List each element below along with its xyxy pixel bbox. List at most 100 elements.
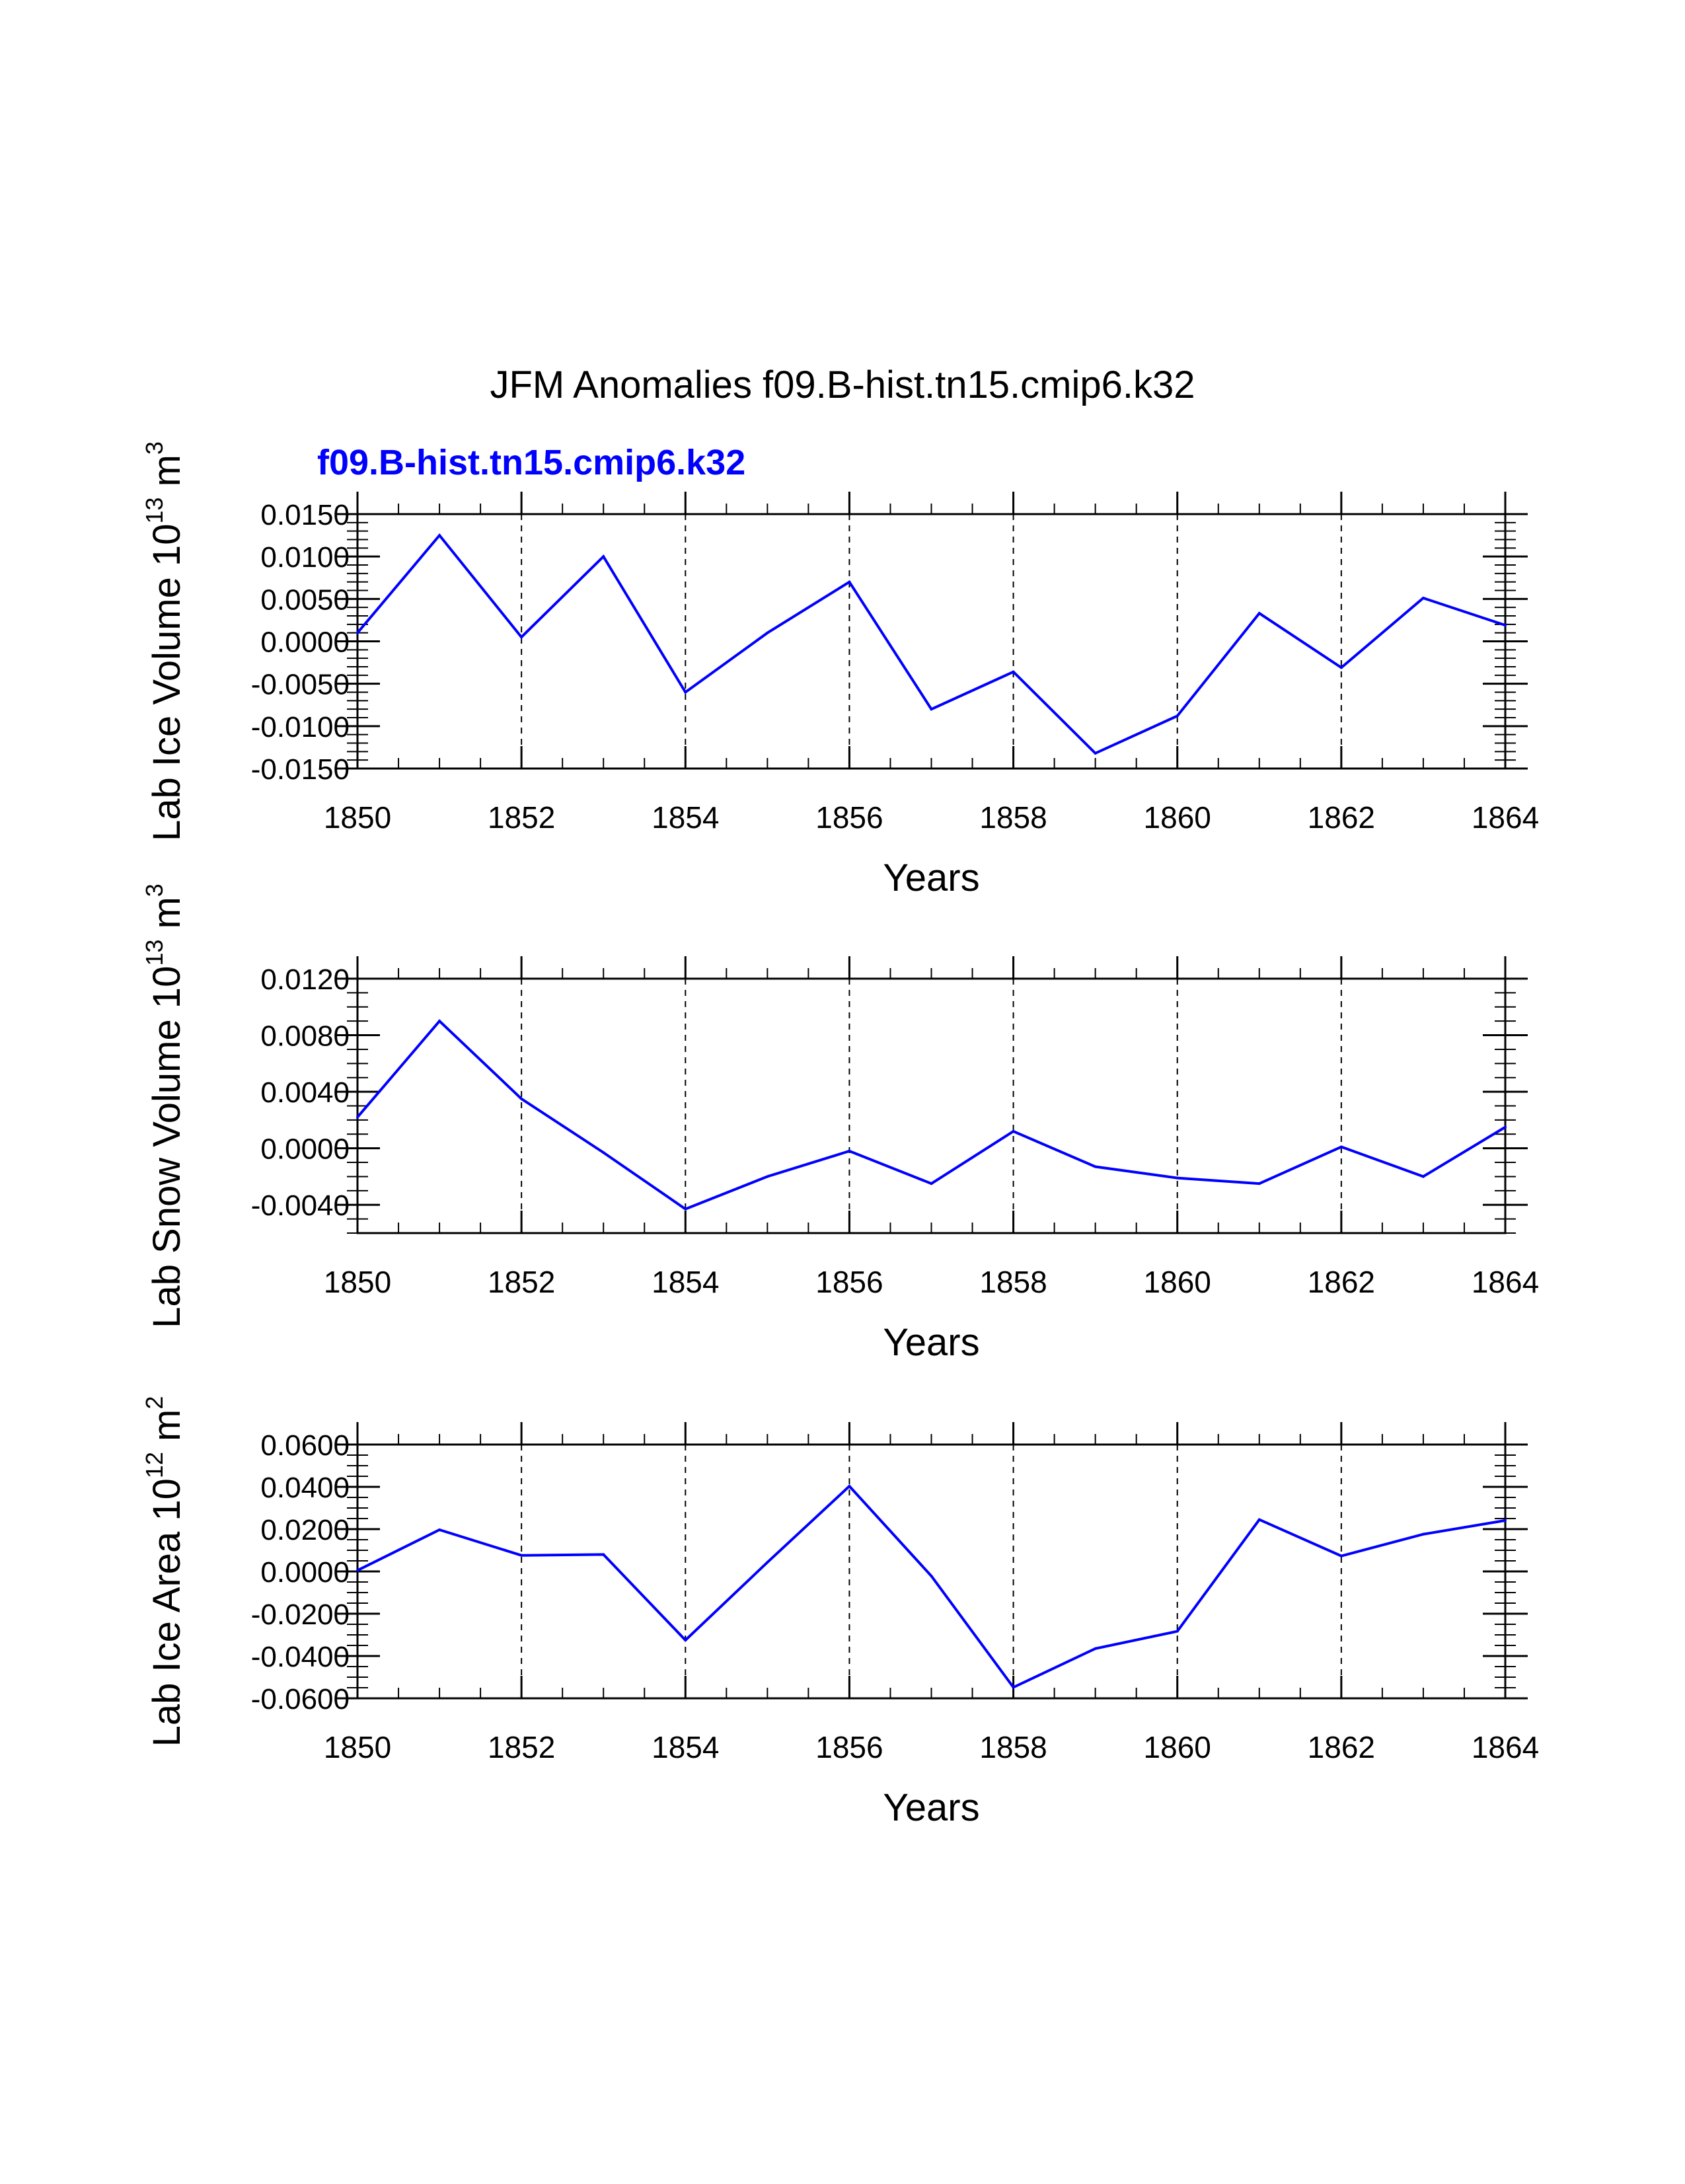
y-axis-label-unit: m: [145, 455, 188, 497]
data-point-1855: [766, 631, 769, 634]
y-tick-label: 0.0000: [260, 1556, 350, 1589]
data-point-1861: [1257, 612, 1261, 615]
series-line: [356, 533, 1506, 755]
y-axis-label-exponent: 13: [141, 497, 168, 523]
y-tick-label: 0.0120: [260, 963, 350, 996]
data-point-1864: [1504, 1519, 1507, 1522]
x-tick-label: 1854: [652, 1730, 719, 1764]
y-axis-label: Lab Snow Volume 1013 m3: [141, 884, 188, 1328]
y-axis-label-unit-exponent: 3: [141, 441, 168, 455]
plot-frame: [356, 1443, 1507, 1700]
data-point-1854: [684, 1639, 687, 1641]
data-point-1861: [1257, 1182, 1261, 1186]
data-point-1852: [520, 1097, 523, 1100]
data-point-1852: [520, 1554, 523, 1557]
data-point-1851: [438, 534, 441, 537]
y-tick-label: -0.0600: [251, 1683, 350, 1715]
x-tick-label: 1862: [1308, 1265, 1375, 1299]
y-tick-label: 0.0050: [260, 584, 350, 616]
x-axis-label: Years: [883, 856, 979, 899]
panel-lab-ice-volume: 1850 1852 1854 1856 1858 1860 1862 1864 Years -0.…: [141, 441, 1539, 899]
x-tick-label: 1852: [488, 1265, 555, 1299]
data-point-1853: [602, 555, 605, 558]
x-tick-label: 1856: [815, 1265, 883, 1299]
data-point-1856: [848, 580, 851, 584]
data-point-1864: [1504, 1125, 1507, 1129]
data-point-1853: [602, 1553, 605, 1556]
y-axis-label-unit: m: [145, 1410, 188, 1452]
y-axis-label: Lab Ice Area 1012 m2: [141, 1396, 188, 1747]
x-tick-label: 1854: [652, 1265, 719, 1299]
data-point-1863: [1421, 1175, 1425, 1178]
y-axis-label-text: Lab Ice Area 10: [145, 1478, 188, 1747]
data-point-1861: [1257, 1518, 1261, 1521]
x-tick-label: 1850: [324, 800, 391, 835]
panel-lab-ice-area: 1850 1852 1854 1856 1858 1860 1862 1864 Years -0.…: [141, 1396, 1539, 1829]
y-tick-label: -0.0100: [251, 711, 350, 743]
data-point-1857: [930, 1575, 933, 1578]
data-point-1863: [1421, 597, 1425, 600]
data-point-1850: [356, 1569, 359, 1572]
plot-frame: [356, 977, 1507, 1234]
x-tick-label: 1858: [979, 1730, 1047, 1764]
y-axis-label-unit: m: [145, 897, 188, 939]
data-point-1862: [1339, 666, 1343, 669]
figure-title: JFM Anomalies f09.B-hist.tn15.cmip6.k32: [490, 363, 1195, 406]
data-point-1860: [1176, 1630, 1179, 1633]
x-tick-label: 1864: [1472, 800, 1539, 835]
data-point-1854: [684, 691, 687, 694]
x-axis-label: Years: [883, 1321, 979, 1364]
y-axis-label-unit-exponent: 3: [141, 884, 168, 897]
panels: 1850 1852 1854 1856 1858 1860 1862 1864 Years -0.…: [141, 441, 1539, 1829]
x-tick-label: 1856: [815, 800, 883, 835]
y-axis-label-text: Lab Ice Volume 10: [145, 524, 188, 841]
case-label: f09.B-hist.tn15.cmip6.k32: [317, 443, 745, 482]
y-axis-label-exponent: 13: [141, 940, 168, 966]
x-tick-label: 1860: [1144, 1265, 1211, 1299]
series-line: [357, 1484, 1506, 1689]
data-point-1852: [520, 636, 523, 639]
data-point-1853: [602, 1151, 605, 1154]
x-tick-label: 1850: [324, 1265, 391, 1299]
data-point-1858: [1012, 670, 1015, 673]
y-tick-label: 0.0000: [260, 626, 350, 659]
y-axis-label-exponent: 12: [141, 1452, 168, 1478]
y-tick-label: 0.0150: [260, 499, 350, 531]
x-tick-label: 1864: [1472, 1730, 1539, 1764]
x-tick-label: 1852: [488, 800, 555, 835]
data-point-1859: [1094, 1647, 1097, 1650]
x-tick-label: 1860: [1144, 800, 1211, 835]
data-point-1864: [1504, 624, 1507, 627]
plot-frame: [356, 513, 1507, 770]
y-tick-label: 0.0600: [260, 1429, 350, 1462]
x-tick-label: 1862: [1308, 1730, 1375, 1764]
y-tick-label: 0.0040: [260, 1076, 350, 1109]
series-line: [356, 1019, 1507, 1211]
data-point-1858: [1012, 1686, 1015, 1689]
data-point-1862: [1339, 1145, 1343, 1148]
y-tick-label: -0.0040: [251, 1189, 350, 1222]
data-point-1859: [1094, 751, 1097, 755]
y-tick-label: 0.0000: [260, 1133, 350, 1166]
data-point-1857: [930, 1182, 933, 1186]
y-axis-label: Lab Ice Volume 1013 m3: [141, 441, 188, 841]
x-tick-label: 1858: [979, 800, 1047, 835]
data-point-1850: [356, 631, 359, 634]
data-point-1851: [438, 1528, 441, 1531]
y-axis-label-text: Lab Snow Volume 10: [145, 966, 188, 1328]
y-tick-label: -0.0150: [251, 753, 350, 786]
data-point-1850: [356, 1115, 359, 1119]
data-point-1855: [766, 1561, 769, 1564]
data-point-1854: [684, 1207, 687, 1211]
data-point-1857: [930, 708, 933, 711]
y-tick-label: 0.0080: [260, 1020, 350, 1053]
data-point-1856: [848, 1485, 851, 1488]
data-point-1860: [1176, 714, 1179, 718]
x-tick-label: 1856: [815, 1730, 883, 1764]
data-point-1858: [1012, 1130, 1015, 1133]
y-tick-label: -0.0050: [251, 669, 350, 701]
data-point-1859: [1094, 1165, 1097, 1168]
x-axis-label: Years: [883, 1786, 979, 1829]
data-point-1851: [438, 1020, 441, 1023]
